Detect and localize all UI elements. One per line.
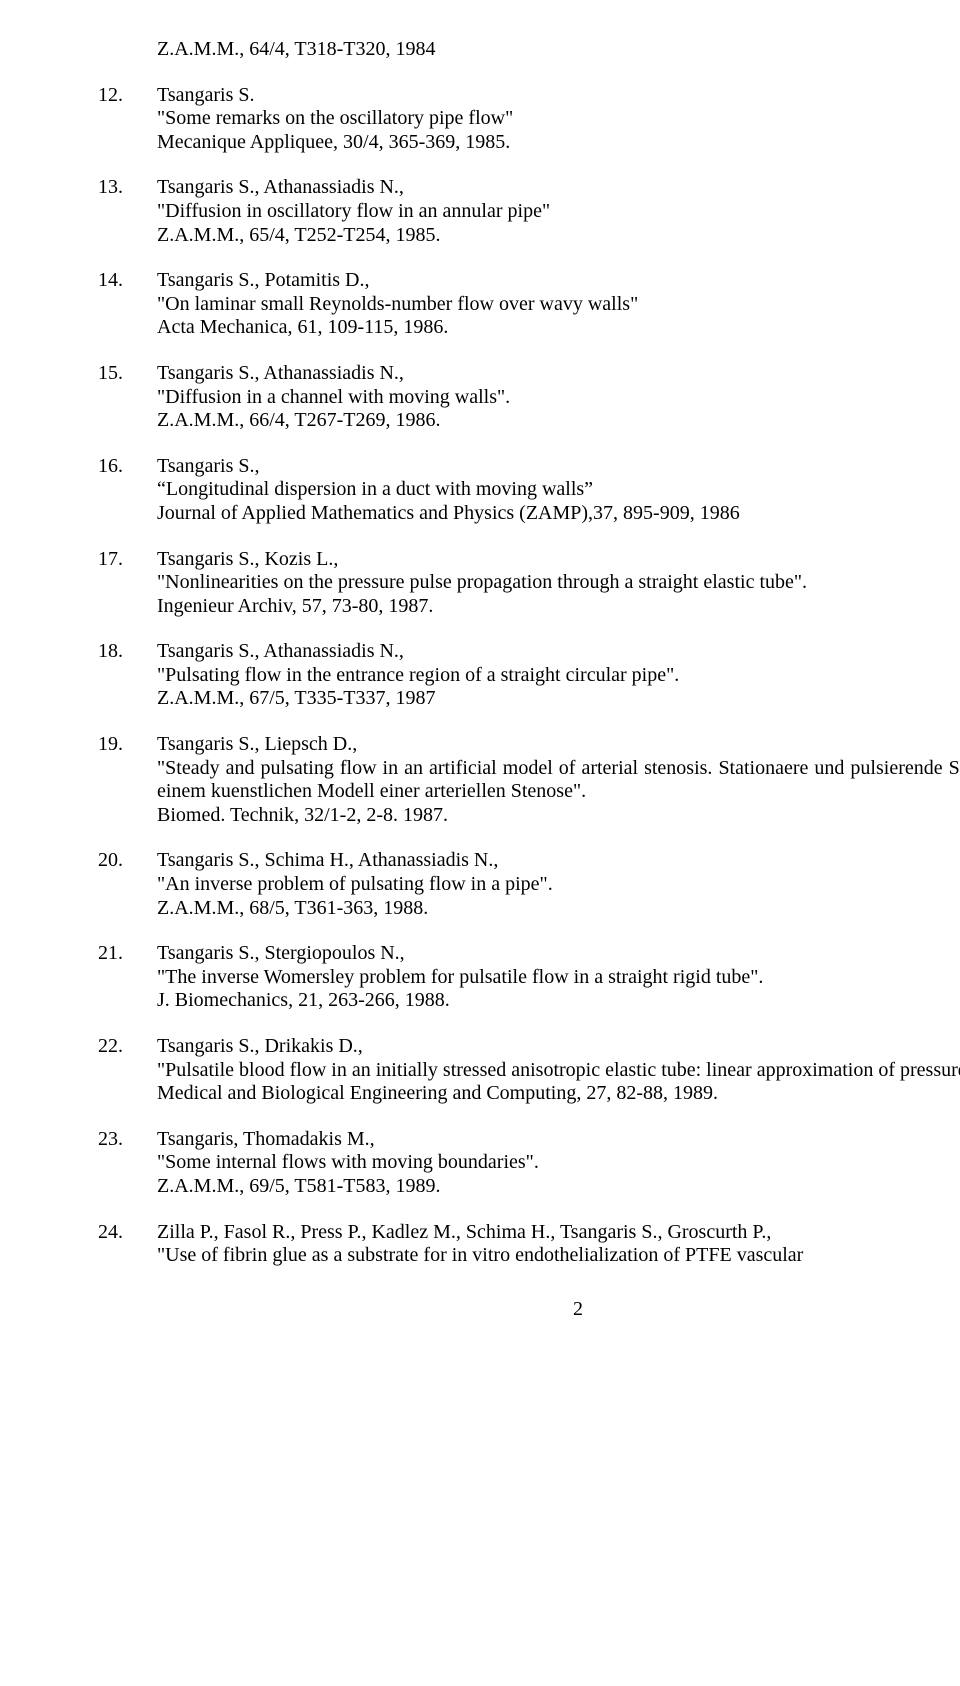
reference-number: 23. bbox=[98, 1128, 157, 1199]
reference-line: Tsangaris S., Athanassiadis N., bbox=[157, 362, 960, 386]
reference-body: Tsangaris S.,“Longitudinal dispersion in… bbox=[157, 455, 960, 526]
reference-body: Tsangaris, Thomadakis M.,"Some internal … bbox=[157, 1128, 960, 1199]
reference-line: "Diffusion in a channel with moving wall… bbox=[157, 386, 960, 410]
reference-line: Z.A.M.M., 65/4, T252-T254, 1985. bbox=[157, 224, 960, 248]
reference-line: Tsangaris S., Stergiopoulos N., bbox=[157, 942, 960, 966]
reference-number: 14. bbox=[98, 269, 157, 340]
reference-entry: 19.Tsangaris S., Liepsch D.,"Steady and … bbox=[98, 733, 960, 827]
reference-line: Tsangaris, Thomadakis M., bbox=[157, 1128, 960, 1152]
reference-line: "Pulsating flow in the entrance region o… bbox=[157, 664, 960, 688]
reference-entry: 13.Tsangaris S., Athanassiadis N.,"Diffu… bbox=[98, 176, 960, 247]
reference-number: 13. bbox=[98, 176, 157, 247]
reference-line: Z.A.M.M., 69/5, T581-T583, 1989. bbox=[157, 1175, 960, 1199]
reference-body: Tsangaris S."Some remarks on the oscilla… bbox=[157, 84, 960, 155]
reference-line: Z.A.M.M., 68/5, T361-363, 1988. bbox=[157, 897, 960, 921]
reference-number: 17. bbox=[98, 548, 157, 619]
reference-list: 12.Tsangaris S."Some remarks on the osci… bbox=[98, 84, 960, 1268]
reference-entry: 14.Tsangaris S., Potamitis D.,"On lamina… bbox=[98, 269, 960, 340]
reference-line: Tsangaris S., Athanassiadis N., bbox=[157, 176, 960, 200]
reference-line: "An inverse problem of pulsating flow in… bbox=[157, 873, 960, 897]
reference-body: Tsangaris S., Schima H., Athanassiadis N… bbox=[157, 849, 960, 920]
reference-number: 22. bbox=[98, 1035, 157, 1106]
reference-number: 15. bbox=[98, 362, 157, 433]
reference-line: Medical and Biological Engineering and C… bbox=[157, 1082, 960, 1106]
reference-line: Tsangaris S., Drikakis D., bbox=[157, 1035, 960, 1059]
reference-line: Biomed. Technik, 32/1-2, 2-8. 1987. bbox=[157, 804, 960, 828]
reference-entry: 20.Tsangaris S., Schima H., Athanassiadi… bbox=[98, 849, 960, 920]
reference-entry: 15.Tsangaris S., Athanassiadis N.,"Diffu… bbox=[98, 362, 960, 433]
reference-line: Acta Mechanica, 61, 109-115, 1986. bbox=[157, 316, 960, 340]
reference-entry: 22.Tsangaris S., Drikakis D.,"Pulsatile … bbox=[98, 1035, 960, 1106]
reference-line: "The inverse Womersley problem for pulsa… bbox=[157, 966, 960, 990]
reference-line: J. Biomechanics, 21, 263-266, 1988. bbox=[157, 989, 960, 1013]
reference-number: 21. bbox=[98, 942, 157, 1013]
reference-line: Zilla P., Fasol R., Press P., Kadlez M.,… bbox=[157, 1221, 960, 1245]
reference-line: Tsangaris S., Liepsch D., bbox=[157, 733, 960, 757]
reference-line: Tsangaris S., Athanassiadis N., bbox=[157, 640, 960, 664]
reference-body: Tsangaris S., Liepsch D.,"Steady and pul… bbox=[157, 733, 960, 827]
reference-number: 12. bbox=[98, 84, 157, 155]
reference-line: Tsangaris S. bbox=[157, 84, 960, 108]
reference-entry: 16.Tsangaris S.,“Longitudinal dispersion… bbox=[98, 455, 960, 526]
reference-entry: 12.Tsangaris S."Some remarks on the osci… bbox=[98, 84, 960, 155]
reference-body: Zilla P., Fasol R., Press P., Kadlez M.,… bbox=[157, 1221, 960, 1268]
reference-body: Tsangaris S., Kozis L.,"Nonlinearities o… bbox=[157, 548, 960, 619]
reference-line: "Nonlinearities on the pressure pulse pr… bbox=[157, 571, 960, 595]
reference-line: "On laminar small Reynolds-number flow o… bbox=[157, 293, 960, 317]
reference-body: Tsangaris S., Athanassiadis N.,"Pulsatin… bbox=[157, 640, 960, 711]
reference-entry: 23.Tsangaris, Thomadakis M.,"Some intern… bbox=[98, 1128, 960, 1199]
reference-line: Z.A.M.M., 67/5, T335-T337, 1987 bbox=[157, 687, 960, 711]
reference-line: "Use of fibrin glue as a substrate for i… bbox=[157, 1244, 960, 1268]
reference-number: 24. bbox=[98, 1221, 157, 1268]
reference-line: Z.A.M.M., 66/4, T267-T269, 1986. bbox=[157, 409, 960, 433]
reference-entry: 17.Tsangaris S., Kozis L.,"Nonlinearitie… bbox=[98, 548, 960, 619]
reference-body: Tsangaris S., Athanassiadis N.,"Diffusio… bbox=[157, 176, 960, 247]
pre-entry-text: Z.A.M.M., 64/4, T318-T320, 1984 bbox=[157, 38, 436, 60]
reference-body: Tsangaris S., Athanassiadis N.,"Diffusio… bbox=[157, 362, 960, 433]
reference-line: "Pulsatile blood flow in an initially st… bbox=[157, 1059, 960, 1083]
reference-entry: 21.Tsangaris S., Stergiopoulos N.,"The i… bbox=[98, 942, 960, 1013]
reference-line: "Steady and pulsating flow in an artific… bbox=[157, 757, 960, 804]
reference-line: Mecanique Appliquee, 30/4, 365-369, 1985… bbox=[157, 131, 960, 155]
reference-number: 18. bbox=[98, 640, 157, 711]
reference-line: "Some internal flows with moving boundar… bbox=[157, 1151, 960, 1175]
reference-line: “Longitudinal dispersion in a duct with … bbox=[157, 478, 960, 502]
reference-number: 20. bbox=[98, 849, 157, 920]
reference-line: Tsangaris S., Potamitis D., bbox=[157, 269, 960, 293]
reference-entry: 18.Tsangaris S., Athanassiadis N.,"Pulsa… bbox=[98, 640, 960, 711]
reference-number: 19. bbox=[98, 733, 157, 827]
reference-line: Journal of Applied Mathematics and Physi… bbox=[157, 502, 960, 526]
reference-line: Tsangaris S., Schima H., Athanassiadis N… bbox=[157, 849, 960, 873]
reference-body: Tsangaris S., Potamitis D.,"On laminar s… bbox=[157, 269, 960, 340]
reference-line: "Diffusion in oscillatory flow in an ann… bbox=[157, 200, 960, 224]
reference-line: Tsangaris S., Kozis L., bbox=[157, 548, 960, 572]
reference-entry: 24.Zilla P., Fasol R., Press P., Kadlez … bbox=[98, 1221, 960, 1268]
reference-line: Tsangaris S., bbox=[157, 455, 960, 479]
pre-entry-line: Z.A.M.M., 64/4, T318-T320, 1984 bbox=[157, 38, 960, 62]
reference-body: Tsangaris S., Drikakis D.,"Pulsatile blo… bbox=[157, 1035, 960, 1106]
reference-number: 16. bbox=[98, 455, 157, 526]
page-number-value: 2 bbox=[573, 1298, 583, 1320]
page-number: 2 bbox=[98, 1298, 960, 1322]
reference-body: Tsangaris S., Stergiopoulos N.,"The inve… bbox=[157, 942, 960, 1013]
reference-line: Ingenieur Archiv, 57, 73-80, 1987. bbox=[157, 595, 960, 619]
reference-line: "Some remarks on the oscillatory pipe fl… bbox=[157, 107, 960, 131]
